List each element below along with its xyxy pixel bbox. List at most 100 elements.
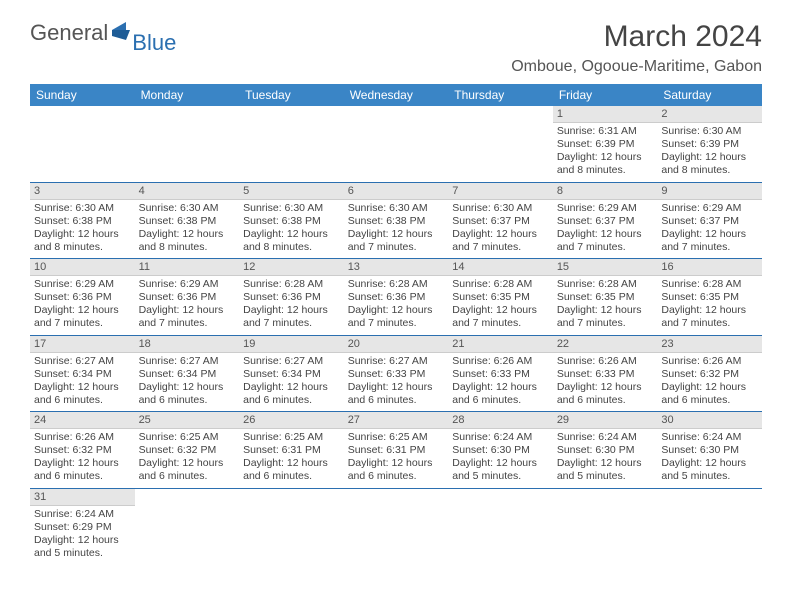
calendar-cell: 27Sunrise: 6:25 AMSunset: 6:31 PMDayligh… (344, 412, 449, 489)
day-number: 14 (448, 259, 553, 276)
calendar-cell: 5Sunrise: 6:30 AMSunset: 6:38 PMDaylight… (239, 182, 344, 259)
daylight-line: Daylight: 12 hours and 6 minutes. (348, 381, 445, 407)
calendar-table: Sunday Monday Tuesday Wednesday Thursday… (30, 84, 762, 564)
day-data: Sunrise: 6:26 AMSunset: 6:33 PMDaylight:… (448, 353, 553, 412)
day-number: 29 (553, 412, 658, 429)
calendar-row: 24Sunrise: 6:26 AMSunset: 6:32 PMDayligh… (30, 412, 762, 489)
sunset-line: Sunset: 6:35 PM (452, 291, 549, 304)
daylight-line: Daylight: 12 hours and 6 minutes. (243, 381, 340, 407)
sunrise-line: Sunrise: 6:28 AM (557, 278, 654, 291)
day-data: Sunrise: 6:28 AMSunset: 6:36 PMDaylight:… (239, 276, 344, 335)
day-data: Sunrise: 6:28 AMSunset: 6:35 PMDaylight:… (657, 276, 762, 335)
calendar-cell (448, 106, 553, 182)
sunset-line: Sunset: 6:36 PM (348, 291, 445, 304)
sunrise-line: Sunrise: 6:30 AM (139, 202, 236, 215)
calendar-cell: 1Sunrise: 6:31 AMSunset: 6:39 PMDaylight… (553, 106, 658, 182)
daylight-line: Daylight: 12 hours and 6 minutes. (34, 457, 131, 483)
day-data: Sunrise: 6:27 AMSunset: 6:34 PMDaylight:… (30, 353, 135, 412)
day-data: Sunrise: 6:25 AMSunset: 6:31 PMDaylight:… (239, 429, 344, 488)
daylight-line: Daylight: 12 hours and 7 minutes. (139, 304, 236, 330)
calendar-cell: 24Sunrise: 6:26 AMSunset: 6:32 PMDayligh… (30, 412, 135, 489)
weekday-header: Monday (135, 84, 240, 106)
day-number: 17 (30, 336, 135, 353)
daylight-line: Daylight: 12 hours and 7 minutes. (452, 304, 549, 330)
day-data: Sunrise: 6:28 AMSunset: 6:35 PMDaylight:… (553, 276, 658, 335)
sunrise-line: Sunrise: 6:25 AM (243, 431, 340, 444)
calendar-cell: 2Sunrise: 6:30 AMSunset: 6:39 PMDaylight… (657, 106, 762, 182)
day-number: 13 (344, 259, 449, 276)
day-number: 23 (657, 336, 762, 353)
day-number: 26 (239, 412, 344, 429)
sunset-line: Sunset: 6:32 PM (661, 368, 758, 381)
sunrise-line: Sunrise: 6:31 AM (557, 125, 654, 138)
weekday-header: Tuesday (239, 84, 344, 106)
brand-part1: General (30, 20, 108, 46)
sunset-line: Sunset: 6:32 PM (139, 444, 236, 457)
calendar-cell: 19Sunrise: 6:27 AMSunset: 6:34 PMDayligh… (239, 335, 344, 412)
sunrise-line: Sunrise: 6:24 AM (557, 431, 654, 444)
day-data: Sunrise: 6:29 AMSunset: 6:37 PMDaylight:… (657, 200, 762, 259)
month-title: March 2024 (511, 20, 762, 54)
sunrise-line: Sunrise: 6:30 AM (661, 125, 758, 138)
weekday-header: Wednesday (344, 84, 449, 106)
day-data: Sunrise: 6:29 AMSunset: 6:36 PMDaylight:… (135, 276, 240, 335)
calendar-cell: 9Sunrise: 6:29 AMSunset: 6:37 PMDaylight… (657, 182, 762, 259)
calendar-cell: 15Sunrise: 6:28 AMSunset: 6:35 PMDayligh… (553, 259, 658, 336)
sunset-line: Sunset: 6:30 PM (452, 444, 549, 457)
calendar-cell: 30Sunrise: 6:24 AMSunset: 6:30 PMDayligh… (657, 412, 762, 489)
daylight-line: Daylight: 12 hours and 7 minutes. (557, 228, 654, 254)
daylight-line: Daylight: 12 hours and 8 minutes. (557, 151, 654, 177)
day-data: Sunrise: 6:29 AMSunset: 6:37 PMDaylight:… (553, 200, 658, 259)
sunset-line: Sunset: 6:39 PM (557, 138, 654, 151)
day-data: Sunrise: 6:25 AMSunset: 6:32 PMDaylight:… (135, 429, 240, 488)
calendar-cell (239, 106, 344, 182)
daylight-line: Daylight: 12 hours and 6 minutes. (139, 457, 236, 483)
daylight-line: Daylight: 12 hours and 8 minutes. (243, 228, 340, 254)
day-number: 30 (657, 412, 762, 429)
calendar-cell: 21Sunrise: 6:26 AMSunset: 6:33 PMDayligh… (448, 335, 553, 412)
day-number: 7 (448, 183, 553, 200)
daylight-line: Daylight: 12 hours and 7 minutes. (661, 228, 758, 254)
page-header: General Blue March 2024 Omboue, Ogooue-M… (30, 20, 762, 76)
calendar-cell (553, 488, 658, 564)
daylight-line: Daylight: 12 hours and 8 minutes. (661, 151, 758, 177)
weekday-header-row: Sunday Monday Tuesday Wednesday Thursday… (30, 84, 762, 106)
day-number: 21 (448, 336, 553, 353)
sunrise-line: Sunrise: 6:30 AM (34, 202, 131, 215)
calendar-cell: 23Sunrise: 6:26 AMSunset: 6:32 PMDayligh… (657, 335, 762, 412)
daylight-line: Daylight: 12 hours and 6 minutes. (452, 381, 549, 407)
day-number: 28 (448, 412, 553, 429)
calendar-cell: 31Sunrise: 6:24 AMSunset: 6:29 PMDayligh… (30, 488, 135, 564)
calendar-cell: 6Sunrise: 6:30 AMSunset: 6:38 PMDaylight… (344, 182, 449, 259)
daylight-line: Daylight: 12 hours and 8 minutes. (34, 228, 131, 254)
day-number: 6 (344, 183, 449, 200)
sunset-line: Sunset: 6:38 PM (243, 215, 340, 228)
weekday-header: Saturday (657, 84, 762, 106)
day-data: Sunrise: 6:30 AMSunset: 6:38 PMDaylight:… (135, 200, 240, 259)
sunrise-line: Sunrise: 6:27 AM (243, 355, 340, 368)
calendar-cell (135, 106, 240, 182)
daylight-line: Daylight: 12 hours and 6 minutes. (139, 381, 236, 407)
calendar-cell: 20Sunrise: 6:27 AMSunset: 6:33 PMDayligh… (344, 335, 449, 412)
calendar-row: 17Sunrise: 6:27 AMSunset: 6:34 PMDayligh… (30, 335, 762, 412)
day-data: Sunrise: 6:25 AMSunset: 6:31 PMDaylight:… (344, 429, 449, 488)
sunset-line: Sunset: 6:30 PM (557, 444, 654, 457)
calendar-cell: 16Sunrise: 6:28 AMSunset: 6:35 PMDayligh… (657, 259, 762, 336)
sunrise-line: Sunrise: 6:27 AM (139, 355, 236, 368)
day-data: Sunrise: 6:30 AMSunset: 6:37 PMDaylight:… (448, 200, 553, 259)
sunrise-line: Sunrise: 6:30 AM (452, 202, 549, 215)
weekday-header: Friday (553, 84, 658, 106)
calendar-cell: 4Sunrise: 6:30 AMSunset: 6:38 PMDaylight… (135, 182, 240, 259)
day-data: Sunrise: 6:29 AMSunset: 6:36 PMDaylight:… (30, 276, 135, 335)
day-data: Sunrise: 6:26 AMSunset: 6:32 PMDaylight:… (657, 353, 762, 412)
day-data: Sunrise: 6:30 AMSunset: 6:38 PMDaylight:… (344, 200, 449, 259)
calendar-cell: 8Sunrise: 6:29 AMSunset: 6:37 PMDaylight… (553, 182, 658, 259)
calendar-cell: 18Sunrise: 6:27 AMSunset: 6:34 PMDayligh… (135, 335, 240, 412)
day-number: 12 (239, 259, 344, 276)
daylight-line: Daylight: 12 hours and 5 minutes. (557, 457, 654, 483)
sunrise-line: Sunrise: 6:27 AM (34, 355, 131, 368)
calendar-row: 1Sunrise: 6:31 AMSunset: 6:39 PMDaylight… (30, 106, 762, 182)
day-number: 3 (30, 183, 135, 200)
brand-part2: Blue (132, 30, 176, 56)
sunset-line: Sunset: 6:34 PM (34, 368, 131, 381)
